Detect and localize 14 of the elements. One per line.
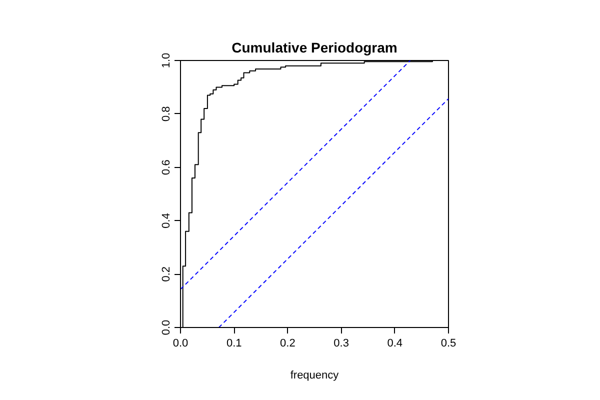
y-tick-label: 0.2 (160, 266, 172, 282)
y-tick-label: 0.6 (160, 160, 172, 175)
x-tick-label: 0.1 (226, 338, 242, 350)
x-tick-label: 0.2 (280, 338, 296, 350)
x-tick-label: 0.0 (172, 338, 188, 350)
x-tick-label: 0.4 (387, 338, 403, 350)
y-tick-label: 1.0 (160, 52, 172, 68)
y-tick-label: 0.4 (160, 213, 172, 228)
x-tick-label: 0.3 (334, 338, 349, 350)
y-tick-label: 0.8 (160, 106, 172, 122)
chart-title: Cumulative Periodogram (232, 40, 398, 56)
y-tick-label: 0.0 (160, 320, 172, 336)
x-axis-title: frequency (290, 370, 340, 382)
x-tick-label: 0.5 (440, 338, 456, 350)
